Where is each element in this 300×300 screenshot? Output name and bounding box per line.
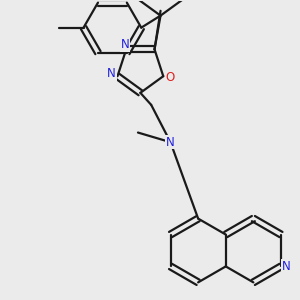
- Text: N: N: [107, 67, 116, 80]
- Text: N: N: [281, 260, 290, 273]
- Text: O: O: [165, 71, 175, 84]
- Text: N: N: [166, 136, 175, 149]
- Text: N: N: [121, 38, 129, 51]
